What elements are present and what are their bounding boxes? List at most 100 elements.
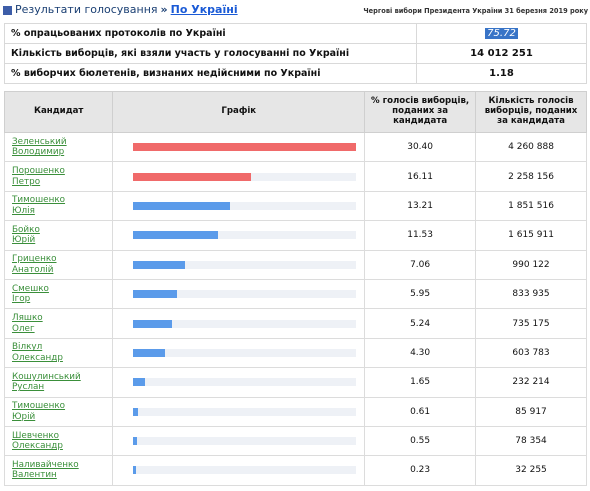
votes-cell: 4 260 888 (475, 131, 587, 163)
votes-cell: 1 851 516 (475, 190, 587, 222)
candidate-surname-link[interactable]: Тимошенко (12, 195, 66, 206)
candidate-name-link[interactable]: Юрій (12, 411, 36, 422)
candidate-name-link[interactable]: Юрій (12, 235, 36, 246)
candidate-surname-link[interactable]: Зеленський (12, 136, 67, 147)
bar-track (133, 466, 357, 475)
vote-share-bar (133, 290, 177, 299)
votes-cell: 232 214 (475, 367, 587, 398)
summary-row: % виборчих бюлетенів, визнаних недійсним… (4, 63, 587, 84)
vote-share-bar (133, 319, 172, 328)
bar-track (133, 319, 357, 328)
candidate-cell: Кошулинський Руслан (3, 367, 114, 398)
breadcrumb-separator-icon: » (160, 3, 168, 16)
summary-value: 14 012 251 (416, 43, 587, 64)
percent-cell: 30.40 (364, 131, 477, 163)
chart-cell (112, 278, 366, 310)
candidate-surname-link[interactable]: Гриценко (12, 254, 57, 265)
candidate-cell: Ляшко Олег (3, 308, 114, 339)
votes-cell: 2 258 156 (475, 161, 587, 192)
vote-share-bar (133, 466, 137, 475)
top-bar: Результати голосування» По Україні Чергов… (0, 0, 590, 22)
candidate-name-link[interactable]: Олександр (12, 352, 63, 363)
bar-track (133, 260, 357, 269)
votes-cell: 990 122 (475, 249, 587, 280)
bar-track (133, 201, 357, 210)
percent-cell: 7.06 (364, 249, 477, 280)
candidate-name-link[interactable]: Олександр (12, 441, 63, 452)
percent-cell: 4.30 (364, 337, 477, 369)
breadcrumb-root[interactable]: Результати голосування (15, 3, 158, 16)
processed-protocols-value: 75.72 (485, 28, 518, 39)
candidate-name-link[interactable]: Ігор (12, 294, 31, 305)
percent-cell: 0.55 (364, 425, 477, 457)
chart-cell (112, 396, 366, 427)
results-table: Кандидат Графік % голосів виборців, пода… (3, 91, 587, 486)
chart-cell (112, 425, 366, 457)
table-row: Гриценко Анатолій 7.06 990 122 (3, 249, 587, 280)
table-row: Наливайченко Валентин 0.23 32 255 (3, 455, 587, 486)
chart-cell (112, 220, 366, 251)
percent-cell: 1.65 (364, 367, 477, 398)
breadcrumb: Результати голосування» По Україні (15, 3, 238, 16)
candidate-name-link[interactable]: Валентин (12, 470, 57, 481)
header-candidate: Кандидат (3, 91, 114, 133)
candidate-surname-link[interactable]: Вілкул (12, 342, 43, 353)
bar-track (133, 407, 357, 416)
candidate-surname-link[interactable]: Ляшко (12, 312, 43, 323)
results-header-row: Кандидат Графік % голосів виборців, пода… (3, 91, 587, 133)
vote-share-bar (133, 378, 146, 387)
percent-cell: 11.53 (364, 220, 477, 251)
summary-label: Кількість виборців, які взяли участь у г… (4, 43, 417, 64)
candidate-name-link[interactable]: Олег (12, 323, 35, 334)
candidate-name-link[interactable]: Анатолій (12, 264, 54, 275)
summary-label: % виборчих бюлетенів, визнаних недійсним… (4, 63, 417, 84)
candidate-name-link[interactable]: Руслан (12, 382, 45, 393)
candidate-name-link[interactable]: Петро (12, 176, 41, 187)
table-row: Шевченко Олександр 0.55 78 354 (3, 425, 587, 457)
chart-cell (112, 131, 366, 163)
summary-value: 1.18 (416, 63, 587, 84)
percent-cell: 16.11 (364, 161, 477, 192)
chart-cell (112, 455, 366, 486)
votes-cell: 735 175 (475, 308, 587, 339)
chart-cell (112, 249, 366, 280)
chart-cell (112, 161, 366, 192)
votes-cell: 32 255 (475, 455, 587, 486)
bar-track (133, 231, 357, 240)
vote-share-bar (133, 348, 165, 357)
candidate-surname-link[interactable]: Порошенко (12, 166, 65, 177)
votes-cell: 1 615 911 (475, 220, 587, 251)
table-row: Кошулинський Руслан 1.65 232 214 (3, 367, 587, 398)
candidate-surname-link[interactable]: Шевченко (12, 430, 60, 441)
results-body: Зеленський Володимир 30.40 4 260 888 Порошен… (3, 131, 587, 486)
candidate-name-link[interactable]: Юлія (12, 205, 35, 216)
votes-cell: 603 783 (475, 337, 587, 369)
table-row: Порошенко Петро 16.11 2 258 156 (3, 161, 587, 192)
summary-row: % опрацьованих протоколів по Україні 75.… (4, 23, 587, 44)
breadcrumb-current-link[interactable]: По Україні (170, 3, 238, 16)
bar-track (133, 348, 357, 357)
bar-track (133, 172, 357, 181)
bar-track (133, 437, 357, 446)
candidate-cell: Зеленський Володимир (3, 131, 114, 163)
table-row: Тимошенко Юлія 13.21 1 851 516 (3, 190, 587, 222)
summary-label: % опрацьованих протоколів по Україні (4, 23, 417, 44)
chart-cell (112, 367, 366, 398)
header-chart: Графік (112, 91, 366, 133)
table-row: Бойко Юрій 11.53 1 615 911 (3, 220, 587, 251)
chart-cell (112, 337, 366, 369)
votes-cell: 833 935 (475, 278, 587, 310)
candidate-name-link[interactable]: Володимир (12, 147, 65, 158)
candidate-surname-link[interactable]: Бойко (12, 224, 40, 235)
table-row: Смешко Ігор 5.95 833 935 (3, 278, 587, 310)
bar-track (133, 290, 357, 299)
table-row: Зеленський Володимир 30.40 4 260 888 (3, 131, 587, 163)
candidate-surname-link[interactable]: Смешко (12, 283, 49, 294)
summary-value: 75.72 (416, 23, 587, 44)
candidate-cell: Порошенко Петро (3, 161, 114, 192)
candidate-surname-link[interactable]: Тимошенко (12, 401, 66, 412)
candidate-surname-link[interactable]: Наливайченко (12, 459, 79, 470)
votes-cell: 85 917 (475, 396, 587, 427)
votes-cell: 78 354 (475, 425, 587, 457)
candidate-surname-link[interactable]: Кошулинський (12, 371, 81, 382)
